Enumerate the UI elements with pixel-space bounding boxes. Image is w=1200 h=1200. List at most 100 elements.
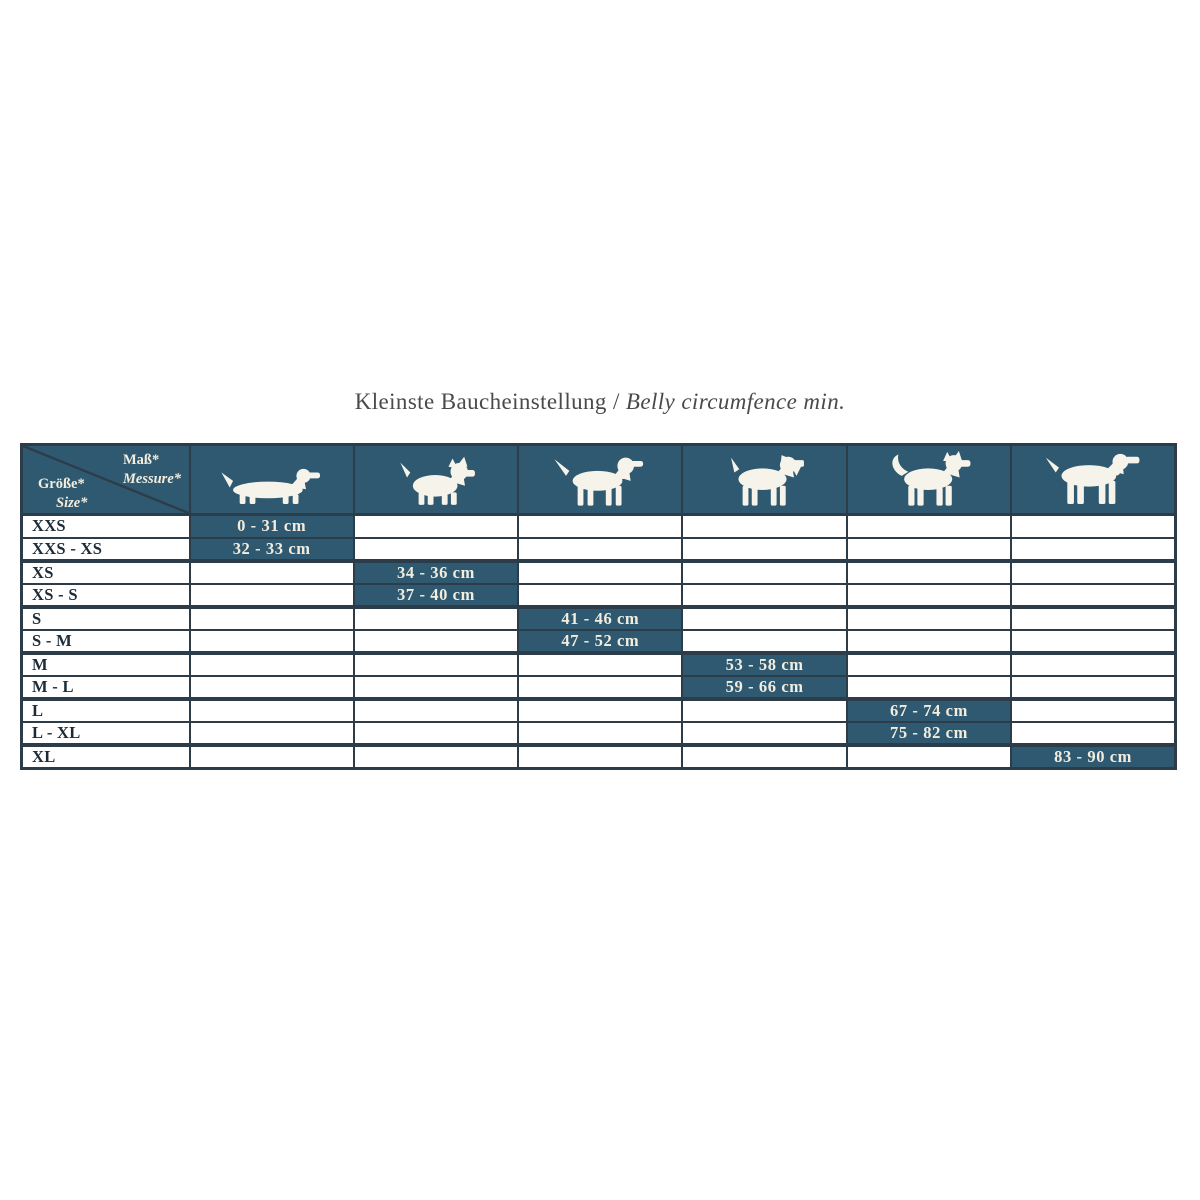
- table-row: M - L 59 - 66 cm: [20, 674, 1177, 700]
- table-row: L 67 - 74 cm: [20, 696, 1177, 723]
- empty-cell: [681, 558, 848, 585]
- range-cell: 47 - 52 cm: [517, 628, 684, 654]
- empty-cell: [845, 558, 1013, 585]
- empty-cell: [352, 720, 520, 746]
- empty-cell: [517, 513, 684, 539]
- range-cell: 59 - 66 cm: [681, 674, 848, 700]
- dachshund-icon: [221, 468, 320, 504]
- empty-cell: [352, 742, 520, 769]
- size-label-cell: XL: [20, 742, 191, 769]
- empty-cell: [681, 720, 848, 746]
- dog-column-header-5: [845, 443, 1013, 516]
- empty-cell: [681, 513, 848, 539]
- empty-cell: [681, 536, 848, 562]
- range-cell: 37 - 40 cm: [352, 582, 520, 608]
- empty-cell: [188, 604, 355, 631]
- empty-cell: [352, 513, 520, 539]
- empty-cell: [517, 696, 684, 723]
- size-label-cell: L - XL: [20, 720, 191, 746]
- dog-column-header-6: [1010, 443, 1177, 516]
- size-label-cell: XXS: [20, 513, 191, 539]
- empty-cell: [845, 650, 1013, 677]
- husky-icon: [892, 450, 971, 506]
- size-label-cell: XXS - XS: [20, 536, 191, 562]
- title-separator: /: [606, 389, 626, 414]
- range-cell: 75 - 82 cm: [845, 720, 1013, 746]
- dog-column-header-4: [681, 443, 848, 516]
- terrier-icon: [400, 456, 475, 505]
- table-row: M 53 - 58 cm: [20, 650, 1177, 677]
- table-row: XXS - XS 32 - 33 cm: [20, 536, 1177, 562]
- corner-header-cell: Maß* Messure* Größe* Size*: [20, 443, 191, 516]
- empty-cell: [1010, 558, 1177, 585]
- empty-cell: [1010, 696, 1177, 723]
- empty-cell: [188, 674, 355, 700]
- size-axis-label: Größe* Size*: [38, 475, 88, 512]
- empty-cell: [1010, 674, 1177, 700]
- empty-cell: [1010, 582, 1177, 608]
- empty-cell: [188, 696, 355, 723]
- empty-cell: [845, 742, 1013, 769]
- size-table-body: XXS 0 - 31 cm XXS - XS 32 - 33 cm XS 34 - 36 …: [20, 513, 1177, 769]
- measure-label-en: Messure*: [123, 470, 182, 487]
- size-label-cell: S - M: [20, 628, 191, 654]
- measure-axis-label: Maß* Messure*: [123, 451, 181, 489]
- chart-title: Kleinste Baucheinstellung / Belly circum…: [0, 389, 1200, 415]
- empty-cell: [845, 674, 1013, 700]
- empty-cell: [517, 536, 684, 562]
- empty-cell: [681, 742, 848, 769]
- range-cell: 53 - 58 cm: [681, 650, 848, 677]
- range-cell: 0 - 31 cm: [188, 513, 355, 539]
- range-cell: 67 - 74 cm: [845, 696, 1013, 723]
- dog-column-header-2: [352, 443, 520, 516]
- empty-cell: [188, 582, 355, 608]
- empty-cell: [352, 604, 520, 631]
- empty-cell: [517, 558, 684, 585]
- empty-cell: [517, 720, 684, 746]
- size-label-cell: S: [20, 604, 191, 631]
- table-row: L - XL 75 - 82 cm: [20, 720, 1177, 746]
- range-cell: 41 - 46 cm: [517, 604, 684, 631]
- great-dane-icon: [1045, 453, 1140, 504]
- chart-title-english: Belly circumfence min.: [625, 389, 846, 414]
- empty-cell: [845, 582, 1013, 608]
- dog-column-header-3: [517, 443, 684, 516]
- empty-cell: [845, 604, 1013, 631]
- pointer-icon: [554, 457, 644, 506]
- size-label-cell: XS - S: [20, 582, 191, 608]
- range-cell: 34 - 36 cm: [352, 558, 520, 585]
- empty-cell: [188, 628, 355, 654]
- empty-cell: [352, 696, 520, 723]
- empty-cell: [845, 628, 1013, 654]
- empty-cell: [517, 650, 684, 677]
- diagonal-divider: [23, 446, 188, 512]
- empty-cell: [188, 742, 355, 769]
- size-label-cell: L: [20, 696, 191, 723]
- table-row: XS - S 37 - 40 cm: [20, 582, 1177, 608]
- empty-cell: [517, 674, 684, 700]
- chart-title-german: Kleinste Baucheinstellung: [354, 389, 607, 414]
- empty-cell: [517, 582, 684, 608]
- empty-cell: [681, 696, 848, 723]
- empty-cell: [352, 536, 520, 562]
- empty-cell: [352, 628, 520, 654]
- empty-cell: [188, 558, 355, 585]
- empty-cell: [1010, 513, 1177, 539]
- empty-cell: [1010, 536, 1177, 562]
- table-row: S - M 47 - 52 cm: [20, 628, 1177, 654]
- range-cell: 83 - 90 cm: [1010, 742, 1177, 769]
- empty-cell: [1010, 628, 1177, 654]
- range-cell: 32 - 33 cm: [188, 536, 355, 562]
- size-label-cell: M: [20, 650, 191, 677]
- empty-cell: [681, 582, 848, 608]
- empty-cell: [1010, 604, 1177, 631]
- empty-cell: [188, 650, 355, 677]
- schnauzer-icon: [730, 454, 804, 506]
- empty-cell: [845, 513, 1013, 539]
- empty-cell: [352, 650, 520, 677]
- table-row: XS 34 - 36 cm: [20, 558, 1177, 585]
- size-label-cell: XS: [20, 558, 191, 585]
- empty-cell: [1010, 720, 1177, 746]
- size-label-en: Size*: [56, 494, 88, 511]
- size-label-cell: M - L: [20, 674, 191, 700]
